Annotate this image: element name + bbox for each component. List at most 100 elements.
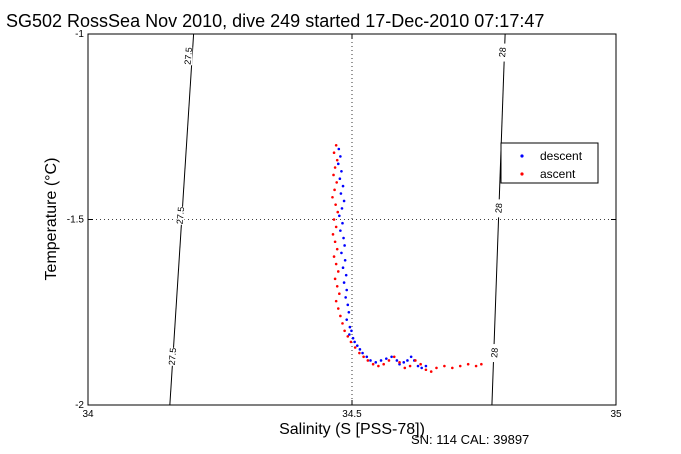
contour-label: 27.5: [167, 347, 178, 365]
descent-point: [339, 229, 342, 232]
ascent-point: [353, 346, 357, 349]
ascent-point: [334, 262, 338, 266]
ascent-point: [424, 368, 428, 372]
ascent-point: [336, 307, 340, 310]
descent-point: [340, 251, 343, 255]
ascent-series: [331, 144, 483, 373]
descent-point: [338, 214, 341, 218]
y-axis-ticks: -2 -1.5 -1: [67, 29, 616, 411]
descent-point: [342, 199, 346, 203]
ascent-point: [335, 247, 339, 251]
ascent-point: [458, 364, 462, 368]
ascent-point: [392, 355, 396, 359]
descent-point: [344, 296, 347, 299]
ascent-point: [371, 362, 375, 366]
ascent-point: [333, 188, 336, 192]
x-tick-label: 35: [610, 409, 622, 420]
contour-label-bg: [168, 347, 177, 366]
ascent-point: [335, 181, 338, 184]
descent-point: [340, 207, 344, 210]
ascent-point: [333, 166, 337, 169]
ascent-point: [346, 335, 350, 338]
legend-box: [500, 142, 599, 184]
descent-point: [374, 361, 378, 364]
descent-point: [345, 318, 349, 321]
descent-point: [358, 348, 362, 351]
legend-ascent-marker: [520, 172, 524, 176]
ascent-point: [387, 359, 391, 362]
descent-point: [342, 281, 346, 284]
contour-label: 28: [489, 347, 500, 358]
ascent-point: [336, 210, 340, 214]
descent-point: [344, 273, 348, 277]
descent-point: [341, 184, 345, 188]
ascent-point: [435, 366, 438, 370]
legend-descent-marker: [520, 154, 524, 158]
descent-point: [342, 236, 345, 240]
contour-label: 28: [497, 47, 508, 58]
descent-point: [416, 364, 420, 368]
descent-point: [348, 325, 352, 329]
ascent-point: [343, 329, 346, 333]
ascent-point: [466, 362, 470, 366]
descent-point: [336, 162, 340, 166]
ascent-point: [403, 366, 407, 370]
descent-point: [420, 366, 423, 370]
descent-point: [351, 336, 355, 340]
descent-point: [424, 364, 428, 368]
density-contours: 27.5 27.5 27.5 28 28 28: [167, 33, 508, 406]
ascent-point: [366, 359, 370, 362]
x-axis-label: Salinity (S [PSS-78]): [279, 421, 425, 438]
contour-label: 27.5: [175, 206, 186, 224]
ascent-point: [338, 292, 341, 296]
descent-point: [339, 192, 343, 195]
contour-label: 27.5: [183, 47, 194, 65]
descent-point: [347, 310, 351, 314]
descent-point: [343, 244, 346, 247]
ascent-point: [443, 364, 446, 368]
ascent-point: [334, 144, 338, 147]
ascent-point: [335, 284, 339, 288]
ascent-point: [333, 277, 337, 281]
ascent-point: [382, 362, 385, 366]
descent-series: [336, 147, 428, 370]
serial-calibration-note: SN: 114 CAL: 39897: [411, 432, 529, 447]
plot-frame: 27.5 27.5 27.5 28 28 28: [87, 33, 617, 406]
ascent-point: [334, 299, 338, 303]
contour-label-bg: [176, 206, 185, 225]
descent-point: [343, 259, 347, 262]
descent-point: [395, 359, 399, 362]
ascent-point: [349, 340, 353, 344]
contour-label-bg: [494, 199, 503, 218]
ascent-point: [474, 364, 478, 368]
legend: descent ascent: [500, 142, 599, 184]
ascent-point: [332, 218, 336, 221]
ascent-point: [480, 362, 483, 366]
ascent-point: [331, 195, 334, 199]
chart-title: SG502 RossSea Nov 2010, dive 249 started…: [6, 11, 544, 31]
x-axis-ticks: 34 34.5 35: [82, 34, 622, 420]
contour-label-bg: [490, 344, 499, 363]
density-contour-line: [491, 33, 506, 406]
ascent-point: [341, 322, 344, 325]
ascent-point: [408, 364, 412, 368]
descent-point: [353, 340, 356, 344]
descent-point: [409, 355, 413, 359]
legend-descent-label: descent: [540, 149, 583, 163]
descent-point: [385, 357, 388, 360]
descent-point: [361, 351, 364, 355]
contour-label-bg: [184, 47, 193, 66]
gridlines: [88, 34, 616, 405]
descent-point: [355, 344, 359, 347]
ascent-point: [332, 255, 336, 258]
ascent-point: [429, 370, 433, 373]
descent-point: [379, 359, 383, 362]
descent-point: [402, 361, 406, 364]
descent-point: [340, 169, 343, 173]
ascent-point: [334, 203, 337, 206]
descent-point: [365, 355, 369, 359]
y-tick-label: -1.5: [67, 215, 85, 226]
ascent-point: [358, 351, 361, 355]
descent-point: [338, 177, 342, 180]
